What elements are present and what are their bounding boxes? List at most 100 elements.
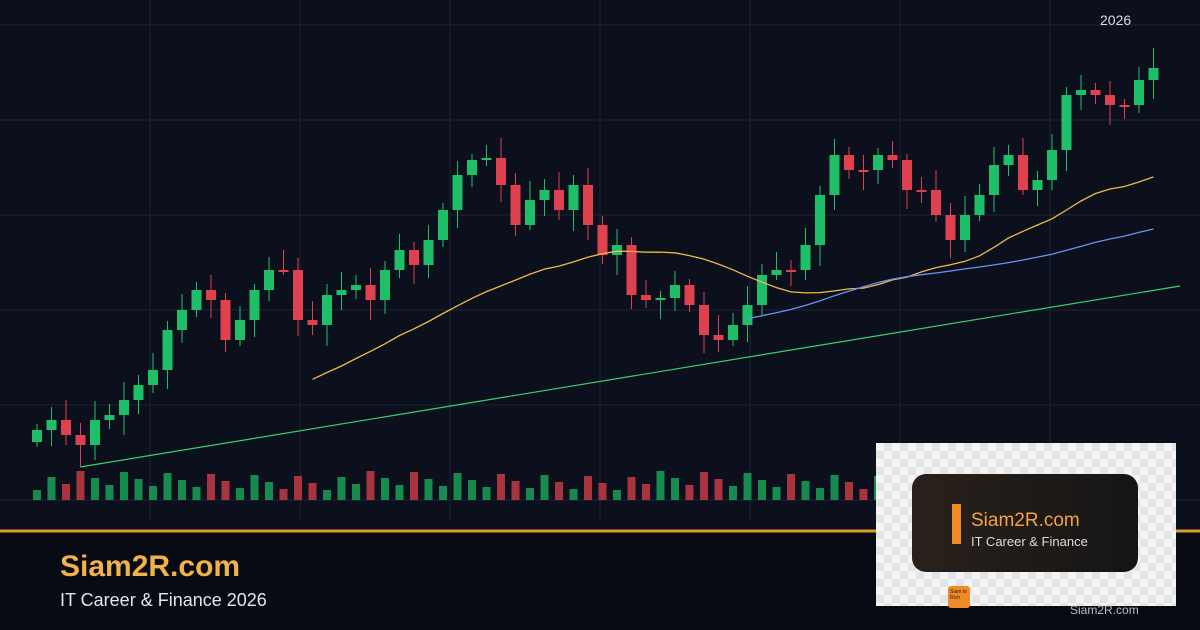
volume — [76, 471, 85, 500]
candle — [191, 290, 202, 310]
volume — [729, 486, 737, 500]
candle — [902, 160, 912, 190]
candle — [365, 285, 376, 300]
candle — [467, 160, 477, 175]
moving-average — [747, 228, 1154, 320]
brand-subtitle: IT Career & Finance 2026 — [60, 590, 267, 610]
candle — [873, 155, 883, 170]
volume — [656, 471, 665, 500]
candle — [829, 155, 840, 195]
volume — [120, 472, 128, 500]
candle — [989, 165, 999, 195]
candle — [974, 195, 985, 215]
candle — [713, 335, 724, 340]
volume — [685, 485, 694, 500]
candle — [583, 185, 593, 225]
candle — [844, 155, 854, 170]
volume — [555, 482, 563, 500]
candle — [1061, 95, 1072, 150]
candle — [1076, 90, 1086, 95]
candle — [916, 190, 927, 192]
volume — [801, 481, 810, 500]
volume — [482, 487, 491, 500]
volume — [207, 474, 215, 500]
volume — [381, 478, 389, 500]
volume — [540, 475, 549, 500]
candle — [423, 240, 434, 265]
volume — [816, 488, 824, 500]
candle — [728, 325, 738, 340]
volume — [265, 482, 273, 500]
volume — [134, 479, 143, 500]
volume — [526, 488, 534, 500]
candle — [336, 290, 347, 295]
candle — [32, 430, 42, 442]
candle — [264, 270, 274, 290]
candle — [1018, 155, 1028, 190]
volume — [250, 475, 259, 500]
candle — [104, 415, 115, 420]
card-title: Siam2R.com — [971, 510, 1080, 531]
candle — [1134, 80, 1144, 105]
volume — [598, 483, 607, 500]
volume — [468, 480, 476, 500]
volume — [178, 480, 186, 500]
volume — [424, 479, 433, 500]
candle — [568, 185, 579, 210]
volume — [149, 486, 157, 500]
candle — [162, 330, 173, 370]
candle — [1119, 105, 1130, 107]
volume — [352, 484, 360, 500]
candle — [220, 300, 231, 340]
volume — [395, 485, 404, 500]
candle — [670, 285, 680, 298]
volume — [279, 489, 288, 500]
volume — [192, 487, 201, 500]
volume — [642, 484, 650, 500]
candle — [133, 385, 144, 400]
candle — [61, 420, 71, 435]
candle — [626, 245, 637, 295]
card-footer: Siam2R.com — [1070, 603, 1139, 617]
candle — [206, 290, 216, 300]
candle — [786, 270, 796, 272]
candle — [887, 155, 898, 160]
volume — [772, 487, 781, 500]
volume — [91, 478, 99, 500]
candle — [278, 270, 289, 272]
card-subtitle: IT Career & Finance — [971, 534, 1088, 549]
volume — [830, 475, 839, 500]
volume — [758, 480, 766, 500]
candle — [1105, 95, 1115, 105]
volume — [700, 472, 708, 500]
volume — [308, 483, 317, 500]
volume — [511, 481, 520, 500]
candle — [481, 158, 492, 160]
thumbnail: Siam2R.com IT Career & Finance Siam to R… — [876, 443, 1176, 617]
candle — [438, 210, 448, 240]
candle — [1047, 150, 1057, 180]
volume — [33, 490, 41, 500]
candle — [1032, 180, 1043, 190]
volume — [859, 489, 868, 500]
candle — [684, 285, 695, 305]
candle — [655, 298, 666, 300]
candle — [90, 420, 100, 445]
volume — [787, 474, 795, 500]
candle — [815, 195, 825, 245]
candle — [380, 270, 390, 300]
candle — [742, 305, 753, 325]
trend-line — [79, 285, 1181, 468]
candle — [858, 170, 869, 172]
candle — [931, 190, 941, 215]
volume — [410, 472, 418, 500]
volume — [221, 481, 230, 500]
candle — [148, 370, 158, 385]
volume — [845, 482, 853, 500]
candle — [510, 185, 521, 225]
volume — [294, 476, 302, 500]
card: Siam2R.com IT Career & Finance Siam to R… — [912, 474, 1138, 608]
candle — [46, 420, 57, 430]
volume — [337, 477, 346, 500]
